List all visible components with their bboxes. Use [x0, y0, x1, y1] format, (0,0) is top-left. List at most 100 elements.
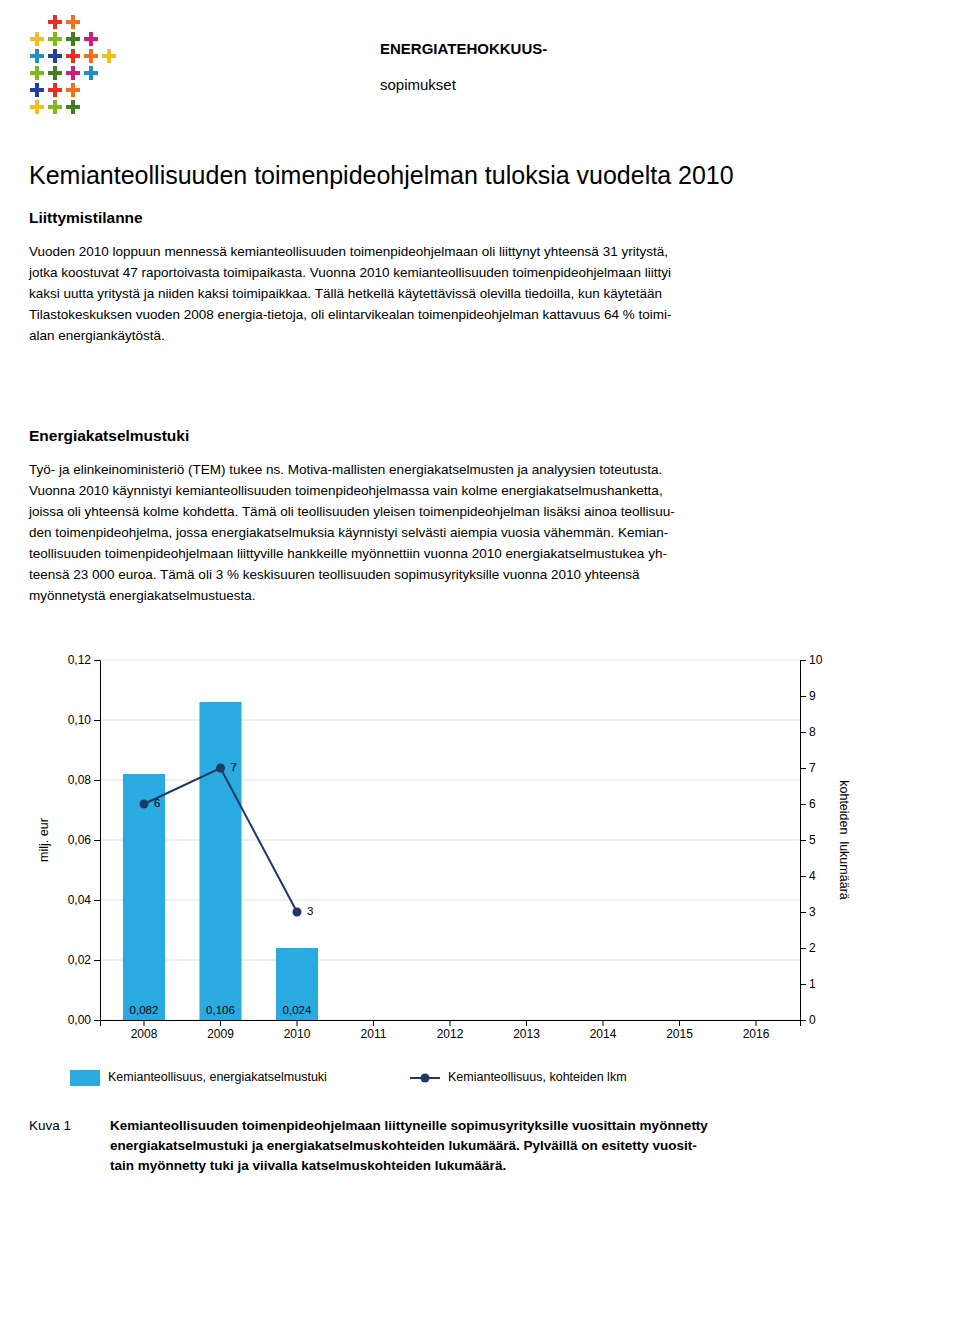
x-axis-tick-label: 2010	[284, 1027, 311, 1041]
x-axis-tick-label: 2015	[666, 1027, 693, 1041]
y2-axis-tick: 3	[800, 905, 816, 919]
y2-axis-tick-label: 7	[809, 761, 816, 775]
page: ENERGIATEHOKKUUS-sopimuksetKemianteollis…	[0, 0, 960, 1343]
logo-cross-bar	[71, 100, 75, 114]
y2-axis-tick-label: 1	[809, 977, 816, 991]
y-axis-tick-label: 0,08	[68, 773, 92, 787]
logo-cross	[66, 100, 80, 114]
logo-cross	[30, 32, 44, 46]
logo-cross	[48, 49, 62, 63]
caption-text-line: tain myönnetty tuki ja viivalla katselmu…	[110, 1158, 506, 1173]
grid-line	[100, 660, 800, 661]
x-axis-tick-mark	[756, 1020, 757, 1026]
section-text-line: jotka koostuvat 47 raportoivasta toimipa…	[28, 265, 671, 280]
x-axis-tick-mark	[450, 1020, 451, 1026]
section-text-line: teollisuuden toimenpideohjelmaan liittyv…	[29, 546, 667, 561]
line	[144, 768, 297, 912]
section-title: Liittymistilanne	[29, 209, 143, 226]
title: Kemianteollisuuden toimenpideohjelman tu…	[29, 161, 734, 189]
section-text-line: Tilastokeskuksen vuoden 2008 energia-tie…	[29, 307, 672, 322]
y-axis-tick-mark	[94, 840, 100, 841]
data-label: 0,024	[283, 1004, 312, 1016]
y2-axis-tick-label: 6	[809, 797, 816, 811]
x-axis-tick: 2010	[284, 1020, 311, 1041]
y-axis-tick-label: 0,04	[68, 893, 92, 907]
x-axis-tick-label: 2016	[743, 1027, 770, 1041]
x-axis-tick-mark	[526, 1020, 527, 1026]
logo-cross	[66, 83, 80, 97]
y-axis-tick-mark	[94, 660, 100, 661]
legend-item: Kemianteollisuus, energiakatselmustuki	[70, 1070, 327, 1086]
section-text-line: myönnetystä energiakatselmustuesta.	[29, 588, 256, 603]
logo-cross-bar	[53, 66, 57, 80]
y2-axis-tick-mark	[800, 948, 806, 949]
y2-axis-tick-mark	[800, 1020, 806, 1021]
line-marker	[216, 764, 225, 773]
y2-axis-tick-label: 3	[809, 905, 816, 919]
x-axis: 200820092010201120122013201420152016	[101, 1020, 801, 1041]
y2-axis-tick-mark	[800, 804, 806, 805]
line-marker	[139, 800, 148, 809]
logo-cross-bar	[35, 66, 39, 80]
x-axis-tick-mark	[679, 1020, 680, 1026]
y2-axis-tick-mark	[800, 876, 806, 877]
logo-cross	[66, 66, 80, 80]
logo-cross-bar	[71, 32, 75, 46]
y2-axis-tick: 5	[800, 833, 816, 847]
bar	[735, 1020, 777, 1021]
legend-marker	[421, 1074, 430, 1083]
section-title-line: Liittymistilanne	[29, 209, 143, 226]
bar	[276, 948, 318, 1020]
y2-axis-tick-mark	[800, 660, 806, 661]
bar	[123, 774, 165, 1020]
caption-label-line: Kuva 1	[29, 1118, 71, 1133]
y-axis-tick: 0,10	[68, 713, 100, 727]
bar	[505, 1020, 547, 1021]
bar	[658, 1020, 700, 1021]
logo-cross	[84, 49, 98, 63]
y-axis-tick: 0,04	[68, 893, 100, 907]
bar	[582, 1020, 624, 1021]
x-axis-tick-label: 2009	[207, 1027, 234, 1041]
logo-cross	[48, 32, 62, 46]
y-axis-tick: 0,02	[68, 953, 100, 967]
section-text-line: Työ- ja elinkeinoministeriö (TEM) tukee …	[29, 462, 662, 477]
x-axis-line	[101, 1021, 801, 1027]
logo-text: sopimukset	[380, 76, 457, 93]
chart: 0,0820,1060,0246732008200920102011201220…	[37, 653, 851, 1040]
logo-cross-bar	[71, 15, 75, 29]
y-axis-tick-label: 0,02	[68, 953, 92, 967]
logo-cross	[84, 32, 98, 46]
logo	[30, 15, 116, 114]
logo-cross-bar	[35, 83, 39, 97]
section-text-line: joissa oli yhteensä kolme kohdetta. Tämä…	[28, 504, 675, 519]
plot-marks	[123, 702, 318, 1020]
y2-axis-tick-label: 9	[809, 689, 816, 703]
x-axis-tick: 2009	[207, 1020, 234, 1041]
y2-axis-tick-label: 4	[809, 869, 816, 883]
logo-cross-bar	[71, 49, 75, 63]
logo-cross	[66, 49, 80, 63]
x-axis-tick: 2015	[666, 1020, 693, 1041]
x-axis-tick-mark	[143, 1020, 144, 1026]
caption-text-line: energiakatselmustuki ja energiakatselmus…	[110, 1138, 697, 1153]
y2-axis-tick: 8	[800, 725, 816, 739]
y-axis-tick-label: 0,06	[68, 833, 92, 847]
y2-axis-tick-label: 10	[809, 653, 823, 667]
x-axis-tick: 2013	[513, 1020, 540, 1041]
y-axis-title: milj. eur	[37, 818, 51, 862]
legend-swatch	[70, 1070, 100, 1086]
y2-axis-tick: 1	[800, 977, 816, 991]
x-axis-tick: 2012	[437, 1020, 464, 1041]
section-text-line: teensä 23 000 euroa. Tämä oli 3 % keskis…	[29, 567, 640, 582]
section-text: Vuoden 2010 loppuun mennessä kemianteoll…	[28, 244, 672, 343]
logo-cross-bar	[35, 32, 39, 46]
section-text-line: kaksi uutta yritystä ja niiden kaksi toi…	[29, 286, 662, 301]
logo-cross	[30, 83, 44, 97]
logo-cross-bar	[89, 32, 93, 46]
y2-axis-tick: 6	[800, 797, 816, 811]
y-axis-tick: 0,06	[68, 833, 100, 847]
logo-cross	[84, 66, 98, 80]
logo-cross	[30, 66, 44, 80]
logo-cross-bar	[53, 49, 57, 63]
